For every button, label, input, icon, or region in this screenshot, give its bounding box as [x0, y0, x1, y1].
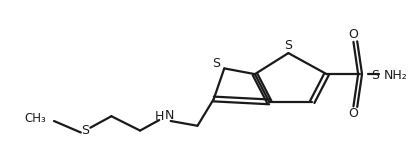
Text: S: S — [284, 39, 292, 52]
Text: NH₂: NH₂ — [383, 69, 407, 82]
Text: S: S — [212, 57, 220, 70]
Text: O: O — [348, 28, 357, 41]
Text: H: H — [154, 110, 164, 123]
Text: S: S — [81, 124, 89, 137]
Text: O: O — [348, 107, 357, 120]
Text: CH₃: CH₃ — [25, 112, 46, 125]
Text: N: N — [165, 109, 174, 122]
Text: S: S — [371, 69, 379, 82]
